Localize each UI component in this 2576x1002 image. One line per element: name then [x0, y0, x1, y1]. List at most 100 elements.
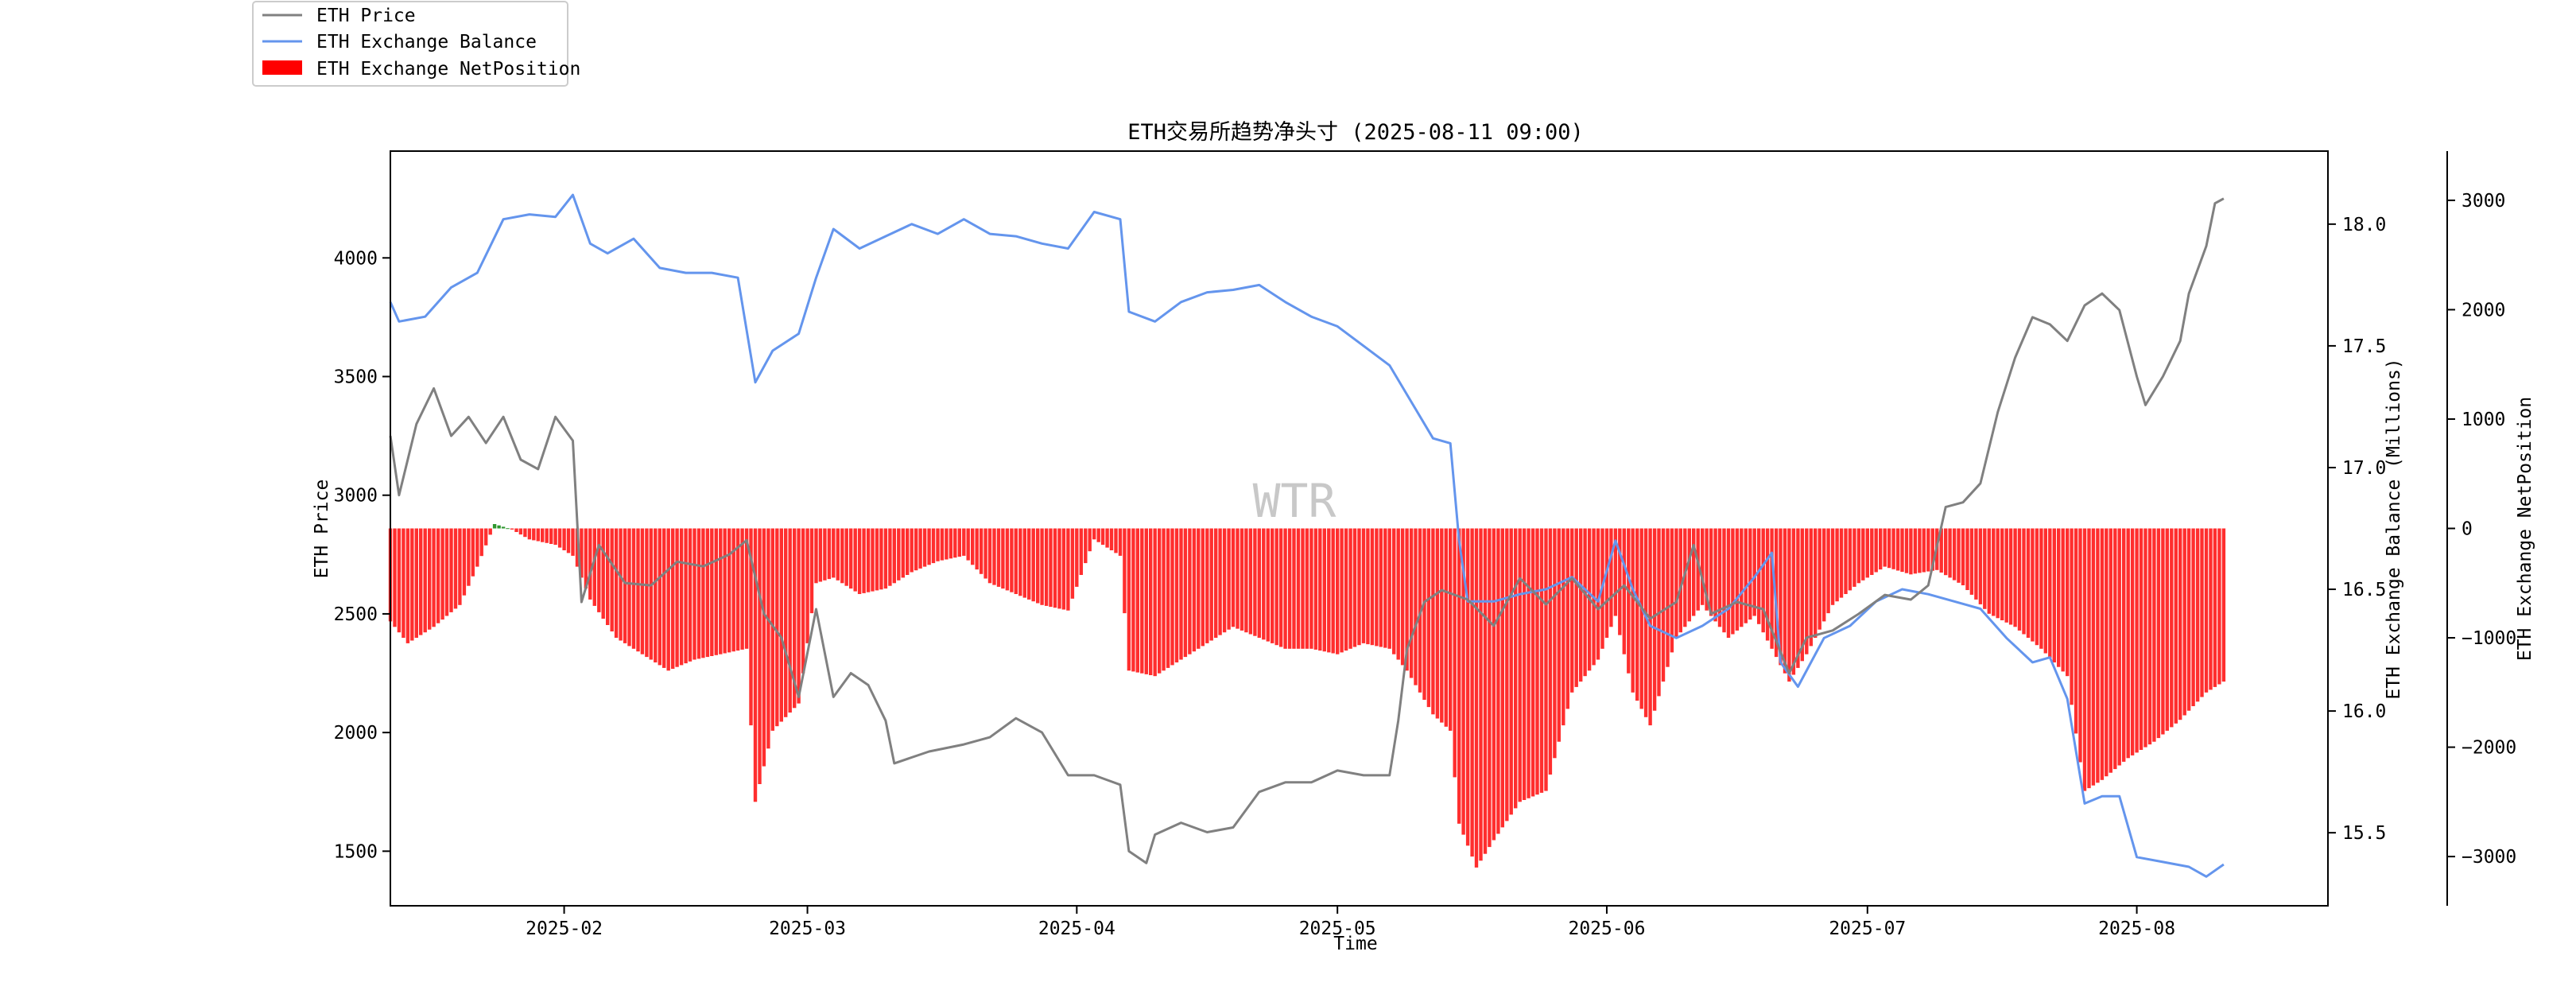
netposition-bar: [553, 528, 557, 546]
netposition-bar: [1852, 528, 1856, 587]
netposition-bar: [705, 528, 710, 658]
netposition-bar: [2057, 528, 2061, 667]
netposition-bar: [1174, 528, 1179, 662]
netposition-bar: [1574, 528, 1578, 687]
price-tick-label: 2000: [334, 723, 378, 744]
netposition-bar: [1218, 528, 1222, 635]
netposition-bar: [688, 528, 692, 662]
netposition-bar: [1692, 528, 1696, 616]
netposition-bar: [2182, 528, 2186, 716]
netposition-bar: [2135, 528, 2139, 753]
netposition-bar: [1500, 528, 1504, 828]
x-tick-label: 2025-02: [526, 918, 603, 939]
netposition-bar: [1344, 528, 1348, 651]
netposition-bar: [801, 528, 805, 674]
y-axis-price: 1500 2000 2500 3000 3500 4000: [334, 248, 390, 862]
netposition-bar: [1957, 528, 1961, 583]
netposition-bar: [1396, 528, 1400, 660]
netposition-bar: [844, 528, 848, 586]
netposition-bar: [823, 528, 827, 581]
netposition-bar: [410, 528, 414, 641]
netposition-bar: [779, 528, 783, 722]
netposition-bar: [918, 528, 922, 569]
netposition-bars: [388, 524, 2226, 868]
legend-label-netposition: ETH Exchange NetPosition: [316, 59, 580, 80]
netposition-bar: [1779, 528, 1783, 666]
netposition-bar: [1553, 528, 1557, 759]
netposition-bar: [2152, 528, 2156, 742]
netposition-bar: [983, 528, 987, 579]
netposition-bar: [1474, 528, 1479, 868]
netposition-bar: [840, 528, 844, 584]
netposition-bar: [666, 528, 670, 671]
netposition-bar: [1153, 528, 1157, 677]
legend-entry-netposition: ETH Exchange NetPosition: [262, 59, 580, 80]
legend-swatch-netposition: [262, 60, 302, 75]
price-line: [389, 197, 2225, 864]
netposition-bar: [1018, 528, 1022, 596]
y-axis-netposition: −3000 −2000 −1000 0 1000 2000 3000: [2446, 151, 2516, 906]
balance-tick-label: 18.0: [2342, 215, 2386, 235]
netposition-bar: [1683, 528, 1687, 627]
netposition-bar: [809, 528, 814, 614]
netposition-bar: [1140, 528, 1144, 674]
netposition-bar: [1791, 528, 1796, 675]
netposition-bar: [1248, 528, 1253, 635]
balance-tick-label: 17.5: [2342, 336, 2386, 357]
netposition-bar: [1444, 528, 1448, 727]
netposition-bar: [814, 528, 818, 584]
price-tick-label: 4000: [334, 248, 378, 269]
netposition-bar: [987, 528, 992, 584]
netposition-bar: [1527, 528, 1530, 798]
netposition-bar: [397, 528, 402, 633]
netposition-bar: [892, 528, 896, 584]
netposition-bar: [1274, 528, 1278, 646]
netposition-bar: [793, 528, 797, 709]
netposition-bar: [1544, 528, 1548, 791]
netposition-bar: [1209, 528, 1213, 641]
netposition-bar: [1774, 528, 1779, 658]
netposition-bar: [862, 528, 866, 593]
netposition-bar: [1535, 528, 1539, 795]
netposition-bar: [1913, 528, 1918, 574]
netposition-bar: [740, 528, 744, 650]
netposition-bar: [614, 528, 619, 638]
netposition-bar: [1461, 528, 1465, 835]
netposition-bar: [1205, 528, 1209, 643]
netposition-bar: [428, 528, 432, 630]
netposition-bar: [606, 528, 610, 625]
netposition-bar: [1144, 528, 1148, 674]
netposition-bar: [1930, 528, 1934, 571]
netposition-bar: [562, 528, 566, 550]
netposition-bar: [501, 526, 506, 529]
netposition-bar: [1865, 528, 1869, 578]
netposition-bar: [1066, 528, 1070, 611]
netposition-bar: [1805, 528, 1809, 654]
netposition-bar: [1952, 528, 1957, 581]
netposition-bar: [671, 528, 675, 669]
netposition-bar: [1287, 528, 1292, 649]
netposition-bar: [714, 528, 718, 655]
netposition-bar: [588, 528, 592, 600]
legend-label-price: ETH Price: [316, 6, 416, 26]
balance-tick-label: 17.0: [2342, 458, 2386, 479]
netposition-bar: [1826, 528, 1830, 614]
netposition-bar: [1449, 528, 1453, 731]
netposition-bar: [619, 528, 623, 641]
x-tick-label: 2025-08: [2098, 918, 2175, 939]
netposition-bar: [1100, 528, 1105, 546]
netposition-bar: [1118, 528, 1123, 556]
netposition-bar: [1361, 528, 1366, 643]
netposition-bar: [1405, 528, 1409, 671]
netposition-bar: [1870, 528, 1874, 575]
netposition-bar: [2139, 528, 2143, 750]
netposition-bar: [1639, 528, 1643, 709]
netposition-bar: [1301, 528, 1305, 649]
netposition-bar: [927, 528, 931, 565]
netposition-bar: [784, 528, 788, 717]
netposition-bar: [510, 528, 514, 530]
netposition-bar: [766, 528, 770, 749]
netposition-bar: [853, 528, 857, 592]
netposition-bar: [871, 528, 875, 592]
